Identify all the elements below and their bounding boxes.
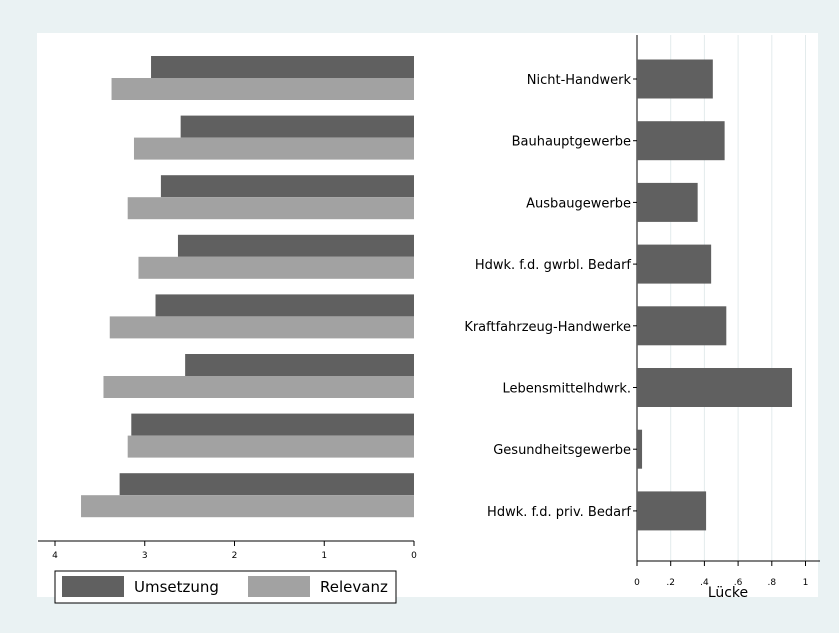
left-x-tick-label: 4 <box>52 551 58 561</box>
left-x-tick-label: 1 <box>321 551 327 561</box>
bar-luecke-6 <box>637 368 793 407</box>
category-label-7: Gesundheitsgewerbe <box>493 443 631 458</box>
bar-relevanz-6 <box>103 376 414 398</box>
category-label-6: Lebensmittelhdwrk. <box>503 382 631 397</box>
bar-luecke-8 <box>637 491 707 531</box>
legend-label-relevanz: Relevanz <box>320 578 388 596</box>
right-plot-region <box>422 33 818 597</box>
bar-luecke-4 <box>637 244 712 284</box>
right-x-tick-label: .2 <box>666 578 675 588</box>
right-x-tick-label: 0 <box>634 578 640 588</box>
bar-relevanz-3 <box>127 197 414 220</box>
left-x-tick-label: 2 <box>232 551 238 561</box>
right-x-tick-label: .6 <box>734 578 743 588</box>
right-x-tick-label: 1 <box>803 578 809 588</box>
left-bars <box>81 56 415 518</box>
bar-umsetzung-7 <box>131 413 414 436</box>
bar-luecke-7 <box>637 429 643 469</box>
bar-luecke-5 <box>637 306 727 346</box>
category-label-1: Nicht-Handwerk <box>527 73 632 88</box>
bar-umsetzung-6 <box>185 354 414 376</box>
left-x-tick-label: 0 <box>411 551 417 561</box>
legend-label-umsetzung: Umsetzung <box>134 578 219 596</box>
category-label-3: Ausbaugewerbe <box>526 196 631 211</box>
bar-relevanz-2 <box>133 137 415 160</box>
right-x-tick-label: .4 <box>700 578 709 588</box>
bar-umsetzung-8 <box>119 473 415 496</box>
bar-relevanz-7 <box>127 435 414 458</box>
category-label-4: Hdwk. f.d. gwrbl. Bedarf <box>475 258 632 273</box>
bar-luecke-1 <box>637 59 713 99</box>
category-label-5: Kraftfahrzeug-Handwerke <box>464 320 631 335</box>
bar-relevanz-1 <box>111 78 414 100</box>
bar-umsetzung-2 <box>180 115 414 138</box>
right-x-tick-label: .8 <box>768 578 777 588</box>
legend-swatch-relevanz <box>248 576 310 597</box>
category-label-2: Bauhauptgewerbe <box>512 135 631 150</box>
bar-relevanz-5 <box>109 316 414 339</box>
bar-umsetzung-4 <box>177 234 414 257</box>
legend-swatch-umsetzung <box>62 576 124 597</box>
bar-umsetzung-3 <box>160 175 414 198</box>
bar-relevanz-8 <box>81 495 414 518</box>
left-x-tick-label: 3 <box>142 551 148 561</box>
category-label-8: Hdwk. f.d. priv. Bedarf <box>487 505 631 520</box>
bar-relevanz-4 <box>138 256 414 279</box>
bar-luecke-2 <box>637 121 725 161</box>
bar-luecke-3 <box>637 182 698 222</box>
right-x-axis-title: Lücke <box>708 585 748 601</box>
bar-umsetzung-1 <box>151 56 414 78</box>
bar-umsetzung-5 <box>155 294 414 317</box>
right-bars <box>637 59 793 531</box>
